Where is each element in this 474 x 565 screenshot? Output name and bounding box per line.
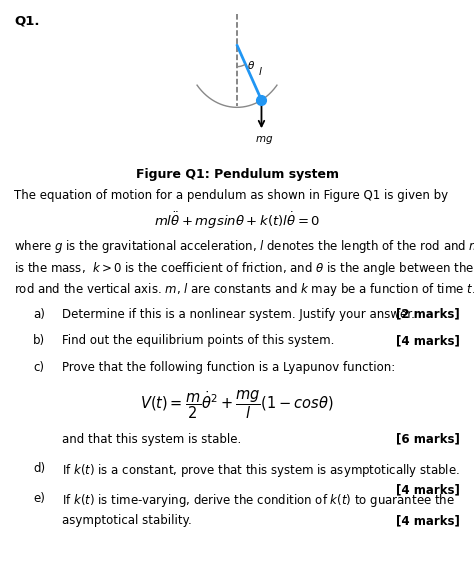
Text: $\theta$: $\theta$ bbox=[247, 59, 255, 71]
Text: b): b) bbox=[33, 334, 46, 347]
Text: The equation of motion for a pendulum as shown in Figure Q1 is given by: The equation of motion for a pendulum as… bbox=[14, 189, 448, 202]
Text: [4 marks]: [4 marks] bbox=[396, 334, 460, 347]
Text: Find out the equilibrium points of this system.: Find out the equilibrium points of this … bbox=[62, 334, 334, 347]
Text: asymptotical stability.: asymptotical stability. bbox=[62, 514, 191, 527]
Text: $V(t) = \dfrac{m}{2}\dot{\theta}^2 + \dfrac{mg}{l}(1 - cos\theta)$: $V(t) = \dfrac{m}{2}\dot{\theta}^2 + \df… bbox=[140, 389, 334, 421]
Text: d): d) bbox=[33, 462, 46, 475]
Text: e): e) bbox=[33, 492, 45, 505]
Text: Q1.: Q1. bbox=[14, 14, 40, 27]
Text: $l$: $l$ bbox=[258, 65, 263, 77]
Text: where $g$ is the gravitational acceleration, $l$ denotes the length of the rod a: where $g$ is the gravitational accelerat… bbox=[14, 238, 474, 255]
Text: [6 marks]: [6 marks] bbox=[396, 433, 460, 446]
Text: rod and the vertical axis. $m$, $l$ are constants and $k$ may be a function of t: rod and the vertical axis. $m$, $l$ are … bbox=[14, 281, 474, 298]
Text: [4 marks]: [4 marks] bbox=[396, 514, 460, 527]
Text: a): a) bbox=[33, 308, 45, 321]
Text: $mg$: $mg$ bbox=[255, 134, 273, 146]
Text: If $k(t)$ is a constant, prove that this system is asymptotically stable.: If $k(t)$ is a constant, prove that this… bbox=[62, 462, 459, 479]
Text: and that this system is stable.: and that this system is stable. bbox=[62, 433, 241, 446]
Text: Prove that the following function is a Lyapunov function:: Prove that the following function is a L… bbox=[62, 361, 395, 374]
Text: is the mass,  $k > 0$ is the coefficient of friction, and $\theta$ is the angle : is the mass, $k > 0$ is the coefficient … bbox=[14, 260, 474, 277]
Text: [2 marks]: [2 marks] bbox=[396, 308, 460, 321]
Text: Determine if this is a nonlinear system. Justify your answer.: Determine if this is a nonlinear system.… bbox=[62, 308, 414, 321]
Text: c): c) bbox=[33, 361, 44, 374]
Text: Figure Q1: Pendulum system: Figure Q1: Pendulum system bbox=[136, 168, 338, 181]
Text: [4 marks]: [4 marks] bbox=[396, 484, 460, 497]
Text: If $k(t)$ is time-varying, derive the condition of $k(t)$ to guarantee the: If $k(t)$ is time-varying, derive the co… bbox=[62, 492, 455, 509]
Text: $ml\ddot{\theta} + mgsin\theta + k(t)l\dot{\theta} = 0$: $ml\ddot{\theta} + mgsin\theta + k(t)l\d… bbox=[154, 210, 320, 231]
